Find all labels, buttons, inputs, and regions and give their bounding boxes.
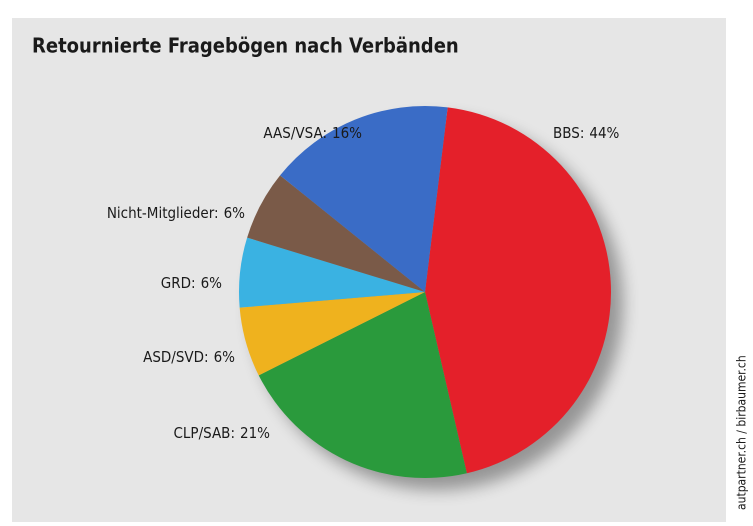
pie-slice <box>258 292 467 478</box>
pie-slice <box>238 237 425 308</box>
slice-label: CLP/SAB: 21% <box>173 424 270 442</box>
pie-slice <box>425 107 611 474</box>
slice-label: Nicht-Mitglieder: 6% <box>107 204 245 222</box>
slice-category: GRD: <box>161 274 196 292</box>
chart-title: Retournierte Fragebögen nach Verbänden <box>32 34 459 58</box>
slice-label: ASD/SVD: 6% <box>143 348 235 366</box>
slice-category: Nicht-Mitglieder: <box>107 204 219 222</box>
pie-slice <box>239 292 425 376</box>
slice-category: ASD/SVD: <box>143 348 208 366</box>
slice-value-label: 6% <box>214 348 236 366</box>
slice-category: BBS: <box>553 124 584 142</box>
slice-value-label: 6% <box>224 204 246 222</box>
slice-label: GRD: 6% <box>161 274 222 292</box>
labels: BBS: 44%CLP/SAB: 21%ASD/SVD: 6%GRD: 6%Nicht-… <box>107 124 620 442</box>
slice-value-label: 6% <box>201 274 223 292</box>
slice-label: AAS/VSA: 16% <box>263 124 362 142</box>
credit: autpartner.ch / birbaumer.ch <box>735 355 749 510</box>
pie-slice <box>247 175 425 292</box>
pie <box>238 105 611 478</box>
slice-value-label: 21% <box>240 424 270 442</box>
pie-slice <box>280 105 448 292</box>
slice-value-label: 44% <box>589 124 619 142</box>
slice-category: AAS/VSA: <box>263 124 327 142</box>
slice-label: BBS: 44% <box>553 124 620 142</box>
slice-category: CLP/SAB: <box>173 424 235 442</box>
slice-value-label: 16% <box>332 124 362 142</box>
